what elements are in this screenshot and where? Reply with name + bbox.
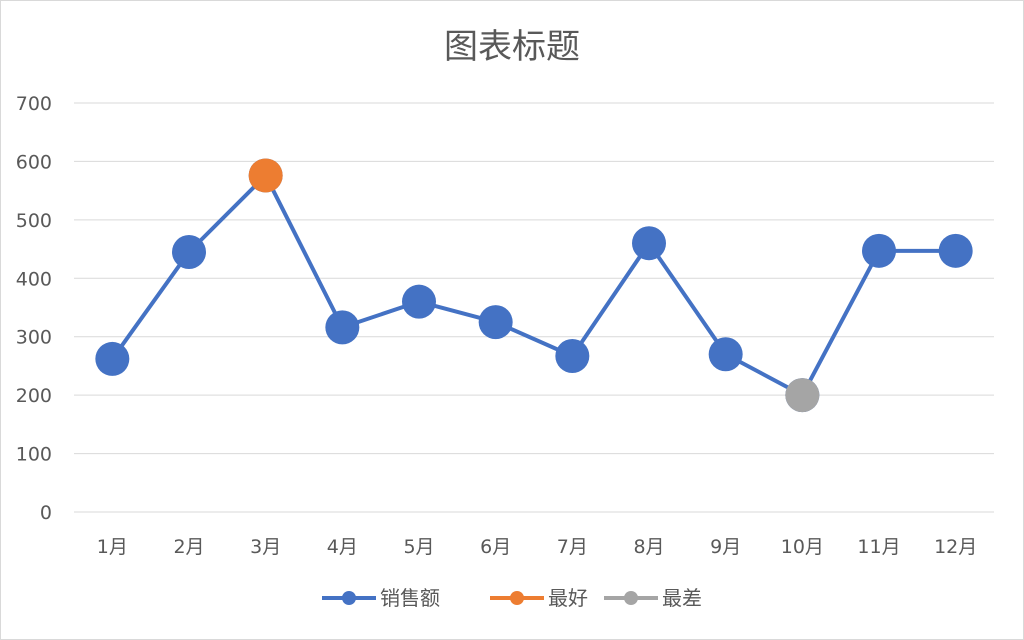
x-tick-label: 12月 [934, 536, 977, 558]
legend-item: 销售额 [322, 586, 440, 610]
legend-swatch-marker [510, 591, 524, 605]
chart-title: 图表标题 [444, 27, 580, 67]
data-point [325, 310, 360, 345]
x-tick-label: 4月 [327, 536, 358, 558]
y-tick-label: 100 [16, 444, 52, 466]
data-point [402, 284, 436, 319]
y-axis-ticks: 0 100 200 300 400 500 600 700 [16, 93, 52, 524]
legend-item: 最差 [604, 586, 702, 610]
x-tick-label: 2月 [173, 536, 204, 558]
series-2 [785, 378, 820, 413]
y-tick-label: 600 [16, 151, 52, 173]
data-point [95, 341, 130, 376]
legend-label: 最差 [662, 586, 702, 610]
x-tick-label: 5月 [403, 536, 434, 558]
x-tick-label: 11月 [857, 536, 900, 558]
x-tick-label: 8月 [633, 536, 664, 558]
legend: 销售额 最好 最差 [322, 586, 702, 610]
y-tick-label: 500 [16, 210, 52, 232]
x-tick-label: 7月 [557, 536, 588, 558]
series-1 [248, 158, 283, 193]
legend-label: 最好 [548, 586, 588, 610]
y-tick-label: 400 [16, 268, 52, 290]
series-line [110, 173, 956, 398]
y-tick-label: 700 [16, 93, 52, 115]
x-tick-label: 3月 [250, 536, 281, 558]
x-tick-label: 6月 [480, 536, 511, 558]
legend-label: 销售额 [380, 586, 440, 610]
x-tick-label: 9月 [710, 536, 741, 558]
legend-swatch-marker [624, 591, 638, 605]
y-tick-label: 300 [16, 327, 52, 349]
data-point [248, 158, 283, 193]
series-layer [95, 158, 973, 413]
y-tick-label: 0 [40, 502, 52, 524]
x-axis-ticks: 1月 2月 3月 4月 5月 6月 7月 8月 9月 10月 11月 12月 [97, 536, 977, 558]
data-point [708, 337, 743, 372]
series-0 [95, 158, 973, 413]
data-point [938, 233, 973, 268]
data-point [862, 233, 896, 268]
data-point [172, 234, 206, 269]
grid-lines [74, 102, 994, 513]
y-tick-label: 200 [16, 385, 52, 407]
x-tick-label: 10月 [781, 536, 824, 558]
data-point [632, 226, 666, 261]
x-tick-label: 1月 [97, 536, 128, 558]
legend-item: 最好 [490, 586, 588, 610]
data-point [478, 305, 513, 340]
legend-swatch-marker [342, 591, 356, 605]
data-point [555, 338, 590, 373]
data-point [785, 378, 820, 413]
